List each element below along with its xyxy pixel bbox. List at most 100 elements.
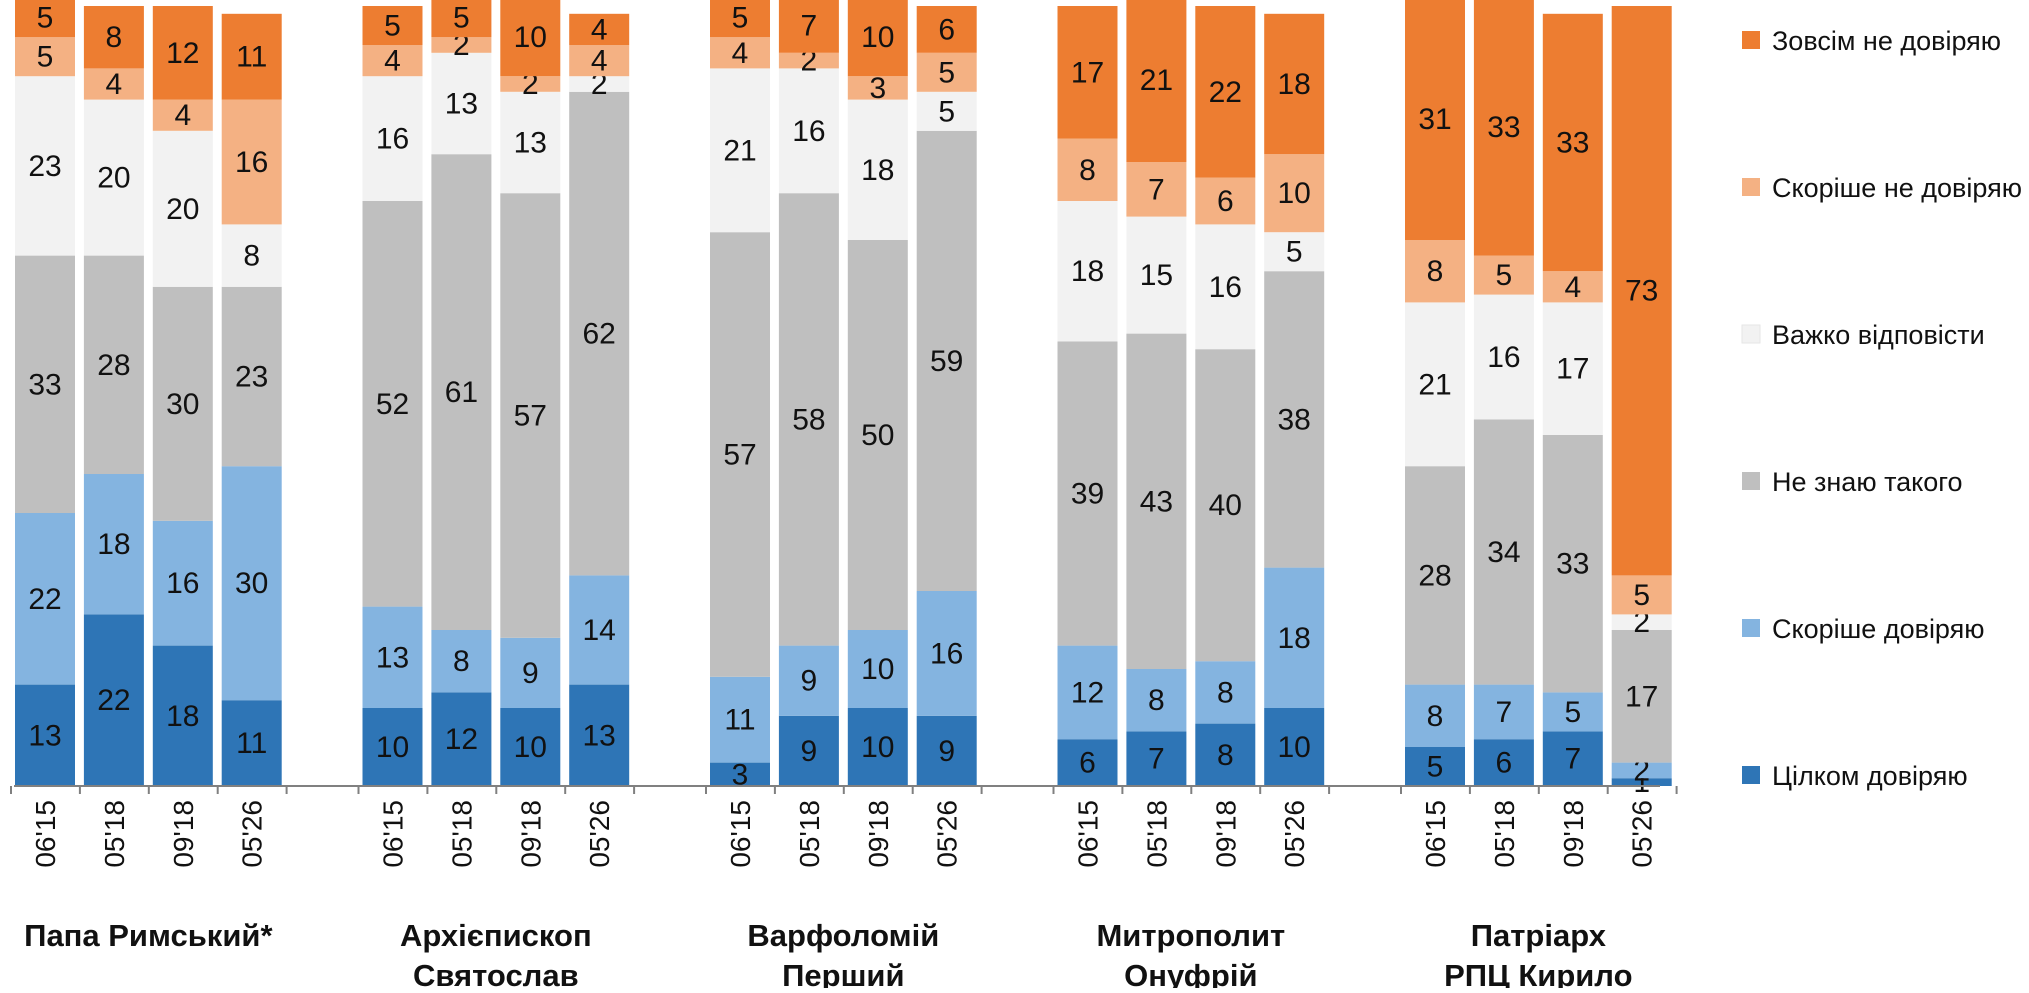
data-label: 8 xyxy=(106,21,123,54)
data-label: 5 xyxy=(938,56,955,89)
data-label: 5 xyxy=(384,10,401,43)
bar-segment-цілком-довіряю xyxy=(362,708,423,786)
data-label: 17 xyxy=(1556,353,1589,386)
bar-segment-не-знаю-такого xyxy=(569,91,630,576)
bar-segment-важко-відповісти xyxy=(1473,294,1534,420)
legend-item-скоріше-не-довіряю: Скоріше не довіряю xyxy=(1742,173,2022,203)
data-label: 16 xyxy=(1487,341,1520,374)
bar-group-4-4: 10 18 38 5 10 18 xyxy=(1264,13,1325,786)
data-label: 16 xyxy=(1209,271,1242,304)
bar-segment-важко-відповісти xyxy=(15,76,75,256)
bar-group-2-1: 10 13 52 16 45 xyxy=(362,6,423,786)
bar-segment-скоріше-не-довіряю xyxy=(778,52,839,69)
bar-segment-зовсім-не-довіряю xyxy=(362,6,423,45)
data-label: 3 xyxy=(869,72,886,105)
data-label: 18 xyxy=(861,154,894,187)
bar-segment-скоріше-не-довіряю xyxy=(83,68,144,100)
bar-segment-зовсім-не-довіряю xyxy=(15,0,75,38)
bar-group-2-3: 10 9 57 13 2 10 xyxy=(500,0,561,786)
legend-swatch xyxy=(1742,31,1760,49)
bar-segment-скоріше-довіряю xyxy=(1126,669,1187,732)
bar-segment-скоріше-не-довіряю xyxy=(710,37,770,69)
data-label: 21 xyxy=(1418,368,1451,401)
data-label: 7 xyxy=(1148,173,1165,206)
bar-group-3-2: 9 9 58 16 27 xyxy=(778,0,839,786)
bar-segment-зовсім-не-довіряю xyxy=(1542,13,1603,272)
data-label: 4 xyxy=(591,13,608,46)
bar-segment-зовсім-не-довіряю xyxy=(1611,6,1672,576)
data-label: 9 xyxy=(801,665,818,698)
data-label: 73 xyxy=(1625,275,1658,308)
data-label: 33 xyxy=(1487,111,1520,144)
bar-segment-скоріше-довіряю xyxy=(1473,684,1534,740)
data-label: 10 xyxy=(514,731,547,764)
bar-segment-скоріше-не-довіряю xyxy=(15,37,75,77)
bar-segment-скоріше-не-довіряю xyxy=(1473,255,1534,295)
data-label: 18 xyxy=(1071,255,1104,288)
data-label: 33 xyxy=(1556,127,1589,160)
data-label: 6 xyxy=(1496,747,1513,780)
bar-segment-зовсім-не-довіряю xyxy=(152,6,213,100)
data-label: 2 xyxy=(453,29,470,62)
data-label: 22 xyxy=(1209,76,1242,109)
bar-segment-скоріше-не-довіряю xyxy=(1126,162,1187,217)
bar-segment-не-знаю-такого xyxy=(1542,435,1603,693)
data-label: 13 xyxy=(583,719,616,752)
data-label: 15 xyxy=(1140,259,1173,292)
bar-segment-скоріше-не-довіряю xyxy=(500,76,561,92)
data-label: 6 xyxy=(1079,747,1096,780)
x-tick-label: 05'26 xyxy=(932,800,963,868)
data-label: 2 xyxy=(1633,606,1650,639)
bar-segment-не-знаю-такого xyxy=(431,154,492,630)
bar-segment-зовсім-не-довіряю xyxy=(1057,6,1118,139)
legend-item-зовсім-не-довіряю: Зовсім не довіряю xyxy=(1742,26,2001,56)
legend-swatch xyxy=(1741,324,1761,344)
data-label: 2 xyxy=(1633,754,1650,787)
bar-group-4-1: 6 12 39 18 8 17 xyxy=(1057,6,1118,786)
data-label: 9 xyxy=(801,735,818,768)
data-label: 4 xyxy=(732,37,749,70)
bar-segment-цілком-довіряю xyxy=(1473,739,1534,786)
x-tick-label: 09'18 xyxy=(168,800,199,868)
data-label: 50 xyxy=(861,419,894,452)
data-label: 4 xyxy=(384,45,401,78)
data-label: 21 xyxy=(723,134,756,167)
x-tick-label: 09'18 xyxy=(863,800,894,868)
bar-segment-скоріше-довіряю xyxy=(221,466,282,701)
data-label: 5 xyxy=(1633,579,1650,612)
data-label: 13 xyxy=(445,88,478,121)
x-tick-label: 06'15 xyxy=(378,800,409,868)
x-axis: 06'15 05'18 09'18 05'26 06'15 05'18 09'18 05'26… xyxy=(10,785,1678,868)
bar-segment-цілком-довіряю xyxy=(1611,778,1672,786)
bar-segment-скоріше-довіряю xyxy=(710,676,770,763)
group-labels: Папа Римський* Архієпископ Святослав Варфол… xyxy=(24,918,1632,993)
bar-segment-важко-відповісти xyxy=(362,76,423,201)
bar-segment-важко-відповісти xyxy=(778,68,839,194)
data-label: 3 xyxy=(732,758,749,791)
data-label: 20 xyxy=(97,162,130,195)
bar-group-5-3: 7 5 33 17 4 33 xyxy=(1542,13,1603,786)
data-label: 22 xyxy=(97,684,130,717)
data-label: 11 xyxy=(236,41,267,74)
bar-segment-скоріше-довіряю xyxy=(1264,567,1325,708)
group-label: Архієпископ xyxy=(400,918,592,953)
legend-swatch xyxy=(1742,178,1760,196)
data-label: 17 xyxy=(1071,56,1104,89)
bar-segment-скоріше-не-довіряю xyxy=(431,37,492,53)
bar-segment-не-знаю-такого xyxy=(1126,333,1187,669)
bar-segment-не-знаю-такого xyxy=(1405,466,1465,685)
bar-segment-зовсім-не-довіряю xyxy=(916,6,977,53)
data-label: 7 xyxy=(1496,696,1513,729)
data-label: 5 xyxy=(1496,259,1513,292)
data-label: 7 xyxy=(1564,743,1581,776)
data-label: 12 xyxy=(1071,676,1104,709)
data-label: 10 xyxy=(861,21,894,54)
bar-segment-скоріше-довіряю xyxy=(83,474,144,615)
bar-segment-зовсім-не-довіряю xyxy=(431,0,492,38)
bar-segment-цілком-довіряю xyxy=(1405,747,1465,786)
data-label: 11 xyxy=(724,704,755,737)
bar-segment-зовсім-не-довіряю xyxy=(569,13,630,46)
bar-segment-не-знаю-такого xyxy=(1264,271,1325,568)
x-tick-label: 06'15 xyxy=(1420,800,1451,868)
data-label: 2 xyxy=(801,45,818,78)
